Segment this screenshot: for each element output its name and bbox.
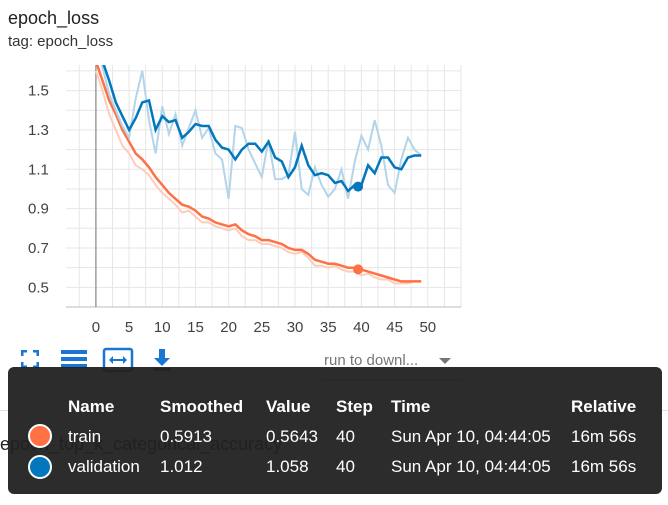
y-tick-label: 0.5 (28, 279, 49, 296)
menu-lines-icon[interactable] (60, 347, 88, 371)
x-tick-label: 30 (287, 319, 304, 336)
row-value: 0.5643 (266, 427, 318, 446)
run-select-label: run to downl... (324, 352, 419, 369)
header-time: Time (391, 397, 431, 416)
validation-raw-line (100, 65, 422, 200)
row-name: validation (68, 457, 140, 476)
row-step: 40 (336, 427, 355, 446)
loss-line-chart[interactable]: 0.5 0.7 0.9 1.1 1.3 1.5 0 5 10 15 20 25 30 35 40 45 50 (0, 55, 668, 345)
x-tick-label: 45 (386, 319, 403, 336)
y-tick-label: 1.1 (28, 161, 49, 178)
header-smoothed: Smoothed (160, 397, 244, 416)
row-relative: 16m 56s (571, 457, 637, 476)
row-relative: 16m 56s (571, 427, 637, 446)
header-relative: Relative (571, 397, 637, 416)
chevron-down-icon (439, 358, 451, 364)
row-value: 1.058 (266, 457, 309, 476)
train-series (94, 65, 422, 285)
x-tick-label: 35 (320, 319, 337, 336)
row-smoothed: 0.5913 (160, 427, 212, 446)
train-smoothed-line (95, 65, 422, 283)
row-name: train (68, 427, 102, 446)
x-tick-label: 0 (92, 319, 100, 336)
card-title: epoch_loss (8, 8, 100, 28)
fullscreen-icon[interactable] (18, 347, 42, 371)
validation-hover-marker (353, 181, 364, 192)
row-smoothed: 1.012 (160, 457, 203, 476)
x-tick-label: 15 (187, 319, 204, 336)
card-tag: tag: epoch_loss (8, 33, 114, 50)
header-name: Name (68, 397, 115, 416)
x-tick-label: 20 (220, 319, 237, 336)
y-tick-label: 0.9 (28, 201, 49, 218)
train-hover-marker (353, 264, 364, 275)
y-tick-label: 1.3 (28, 122, 49, 139)
x-tick-label: 5 (125, 319, 133, 336)
header-value: Value (266, 397, 311, 416)
row-step: 40 (336, 457, 355, 476)
header-step: Step (336, 397, 373, 416)
train-color-dot (28, 424, 52, 448)
x-tick-label: 40 (353, 319, 370, 336)
data-tooltip: Name Smoothed Value Step Time Relative t… (8, 367, 662, 494)
x-tick-label: 25 (253, 319, 270, 336)
y-tick-label: 0.7 (28, 240, 49, 257)
train-raw-line (94, 70, 422, 285)
row-time: Sun Apr 10, 04:44:05 (391, 457, 551, 476)
y-tick-label: 1.5 (28, 83, 49, 100)
row-time: Sun Apr 10, 04:44:05 (391, 427, 551, 446)
validation-color-dot (28, 455, 52, 479)
x-tick-label: 10 (154, 319, 171, 336)
x-tick-label: 50 (419, 319, 436, 336)
validation-series (100, 65, 422, 200)
validation-smoothed-line (102, 65, 422, 193)
